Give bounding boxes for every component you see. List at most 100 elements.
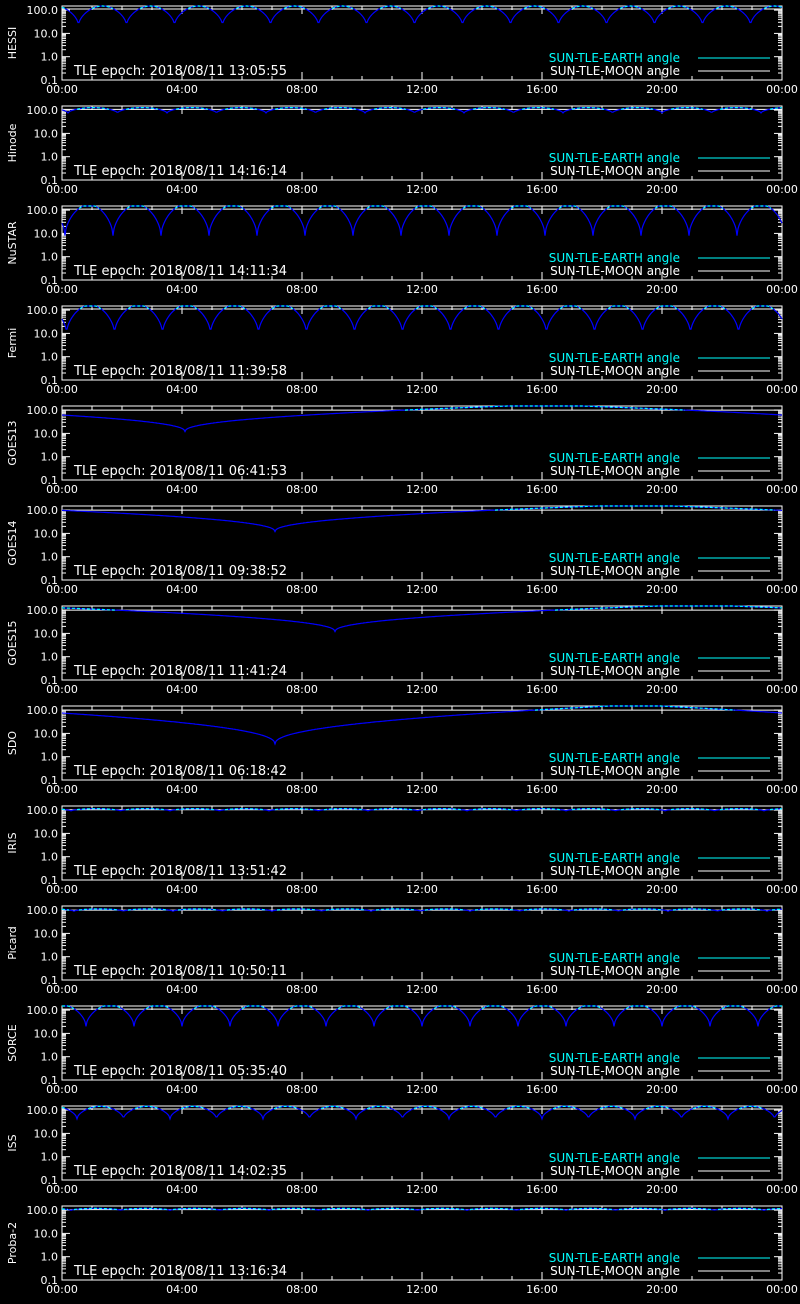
y-tick-label: 10.0: [34, 1127, 59, 1140]
x-tick-label: 16:00: [526, 1283, 558, 1296]
x-tick-label: 12:00: [406, 83, 438, 96]
panel-iris: 100.0 10.0 1.0 0.1 IRIS 00:00 04:00 08:00 12:00 1…: [6, 804, 798, 896]
y-tick-label: 100.0: [27, 804, 59, 817]
legend-earth-label: SUN-TLE-EARTH angle: [549, 551, 680, 565]
x-tick-label: 00:00: [766, 383, 798, 396]
y-tick-label: 10.0: [34, 127, 59, 140]
panel-ylabel: Fermi: [6, 328, 19, 359]
panel-sorce: 100.0 10.0 1.0 0.1 SORCE 00:00 04:00 08:00 12:00…: [6, 1004, 798, 1096]
x-tick-label: 20:00: [646, 1083, 678, 1096]
x-tick-label: 12:00: [406, 183, 438, 196]
x-tick-label: 20:00: [646, 283, 678, 296]
y-tick-label: 100.0: [27, 4, 59, 17]
sun-tle-earth-upper: [79, 305, 774, 310]
y-tick-label: 100.0: [27, 104, 59, 117]
x-tick-label: 12:00: [406, 1183, 438, 1196]
x-tick-label: 00:00: [766, 583, 798, 596]
x-tick-label: 16:00: [526, 83, 558, 96]
x-tick-label: 08:00: [286, 283, 318, 296]
x-tick-label: 00:00: [766, 883, 798, 896]
legend-earth-label: SUN-TLE-EARTH angle: [549, 251, 680, 265]
sun-tle-earth-upper: [61, 5, 783, 10]
panel-ylabel: HESSI: [6, 27, 19, 59]
x-tick-label: 16:00: [526, 883, 558, 896]
legend-moon-label: SUN-TLE-MOON angle: [550, 664, 680, 678]
legend-earth-label: SUN-TLE-EARTH angle: [549, 151, 680, 165]
y-tick-label: 100.0: [27, 1204, 59, 1217]
x-tick-label: 08:00: [286, 83, 318, 96]
y-tick-label: 0.1: [41, 1074, 59, 1087]
panel-ylabel: SORCE: [6, 1024, 19, 1061]
y-tick-label: 0.1: [41, 74, 59, 87]
y-tick-label: 1.0: [41, 251, 59, 264]
x-tick-label: 00:00: [766, 83, 798, 96]
legend-earth-label: SUN-TLE-EARTH angle: [549, 651, 680, 665]
y-tick-label: 0.1: [41, 174, 59, 187]
x-tick-label: 00:00: [766, 483, 798, 496]
legend-earth-label: SUN-TLE-EARTH angle: [549, 1251, 680, 1265]
panel-ylabel: ISS: [6, 1134, 19, 1151]
x-tick-label: 16:00: [526, 1083, 558, 1096]
panel-goes13: 100.0 10.0 1.0 0.1 GOES13 00:00 04:00 08:00 12:0…: [6, 404, 798, 496]
y-tick-label: 100.0: [27, 304, 59, 317]
x-tick-label: 12:00: [406, 683, 438, 696]
sun-tle-earth-curve: [62, 1005, 782, 1027]
y-tick-label: 1.0: [41, 1251, 59, 1264]
y-tick-label: 10.0: [34, 427, 59, 440]
y-tick-label: 1.0: [41, 651, 59, 664]
y-tick-label: 10.0: [34, 27, 59, 40]
x-tick-label: 20:00: [646, 583, 678, 596]
x-tick-label: 00:00: [46, 283, 78, 296]
panel-ylabel: Proba-2: [6, 1222, 19, 1264]
y-tick-label: 1.0: [41, 851, 59, 864]
x-tick-label: 00:00: [766, 1083, 798, 1096]
y-tick-label: 1.0: [41, 751, 59, 764]
y-tick-label: 0.1: [41, 274, 59, 287]
y-tick-label: 0.1: [41, 1174, 59, 1187]
x-tick-label: 00:00: [46, 1183, 78, 1196]
sun-tle-earth-upper: [61, 1105, 764, 1110]
x-tick-label: 16:00: [526, 783, 558, 796]
x-tick-label: 00:00: [46, 1083, 78, 1096]
x-tick-label: 20:00: [646, 883, 678, 896]
panel-ylabel: NuSTAR: [6, 221, 19, 265]
tle-epoch-text: TLE epoch: 2018/08/11 05:35:40: [73, 1064, 287, 1079]
y-tick-label: 100.0: [27, 704, 59, 717]
tle-epoch-text: TLE epoch: 2018/08/11 11:39:58: [73, 364, 287, 379]
y-tick-label: 10.0: [34, 1027, 59, 1040]
x-tick-label: 00:00: [46, 1283, 78, 1296]
x-tick-label: 04:00: [166, 783, 198, 796]
x-tick-label: 20:00: [646, 183, 678, 196]
legend-earth-label: SUN-TLE-EARTH angle: [549, 1151, 680, 1165]
panel-goes14: 100.0 10.0 1.0 0.1 GOES14 00:00 04:00 08:00 12:0…: [6, 504, 798, 596]
x-tick-label: 20:00: [646, 83, 678, 96]
legend-moon-label: SUN-TLE-MOON angle: [550, 764, 680, 778]
y-tick-label: 0.1: [41, 574, 59, 587]
y-tick-label: 1.0: [41, 951, 59, 964]
x-tick-label: 00:00: [766, 183, 798, 196]
x-tick-label: 04:00: [166, 683, 198, 696]
x-tick-label: 20:00: [646, 683, 678, 696]
panel-fermi: 100.0 10.0 1.0 0.1 Fermi 00:00 04:00 08:00 12:00…: [6, 304, 798, 396]
y-tick-label: 0.1: [41, 774, 59, 787]
legend-moon-label: SUN-TLE-MOON angle: [550, 64, 680, 78]
panel-ylabel: Picard: [6, 926, 19, 960]
y-tick-label: 1.0: [41, 351, 59, 364]
x-tick-label: 00:00: [766, 1183, 798, 1196]
y-tick-label: 100.0: [27, 504, 59, 517]
panel-ylabel: IRIS: [6, 832, 19, 853]
x-tick-label: 00:00: [766, 683, 798, 696]
x-tick-label: 16:00: [526, 383, 558, 396]
x-tick-label: 16:00: [526, 683, 558, 696]
sun-tle-earth-upper: [76, 107, 782, 110]
panel-picard: 100.0 10.0 1.0 0.1 Picard 00:00 04:00 08:00 12:0…: [6, 904, 798, 996]
legend-earth-label: SUN-TLE-EARTH angle: [549, 51, 680, 65]
tle-epoch-text: TLE epoch: 2018/08/11 13:16:34: [73, 1264, 287, 1279]
legend-earth-label: SUN-TLE-EARTH angle: [549, 451, 680, 465]
x-tick-label: 08:00: [286, 383, 318, 396]
legend-moon-label: SUN-TLE-MOON angle: [550, 364, 680, 378]
panel-ylabel: SDO: [6, 731, 19, 755]
tle-epoch-text: TLE epoch: 2018/08/11 11:41:24: [73, 664, 287, 679]
x-tick-label: 12:00: [406, 283, 438, 296]
